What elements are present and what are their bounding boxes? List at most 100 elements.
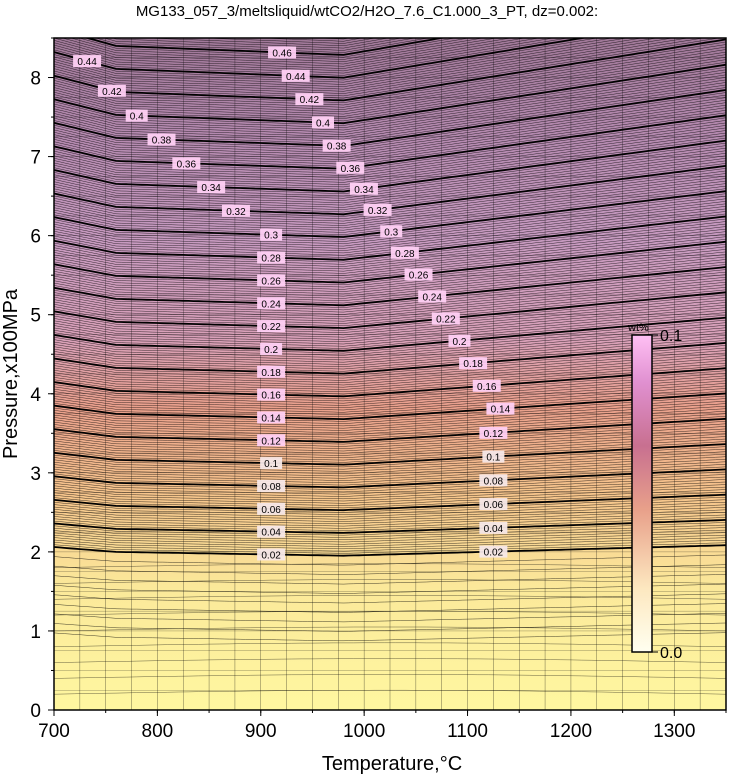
contour-label: 0.3 (260, 228, 283, 242)
svg-text:0.16: 0.16 (261, 391, 281, 402)
contour-label: 0.18 (459, 357, 488, 370)
svg-text:0.46: 0.46 (272, 48, 292, 59)
contour-label: 0.02 (479, 545, 508, 559)
svg-text:0.38: 0.38 (327, 142, 347, 153)
y-axis: 0 1 2 3 4 5 6 7 8 (30, 37, 54, 722)
contour-label: 0.08 (479, 474, 508, 487)
colorbar-scale (631, 334, 653, 653)
svg-text:0.12: 0.12 (484, 429, 504, 440)
contour-label: 0.28 (390, 246, 419, 260)
svg-text:0.16: 0.16 (477, 382, 497, 393)
svg-text:0.4: 0.4 (130, 112, 144, 123)
contour-label: 0.04 (479, 521, 508, 535)
svg-text:0.42: 0.42 (300, 95, 320, 106)
svg-text:0.36: 0.36 (341, 164, 361, 175)
svg-text:0.18: 0.18 (261, 368, 281, 379)
svg-text:0.32: 0.32 (368, 206, 388, 217)
contour-label: 0.24 (257, 297, 286, 310)
svg-text:0.32: 0.32 (226, 207, 246, 218)
x-tick-label: 700 (38, 721, 70, 742)
contour-labels: 0.02 0.02 0.04 0.04 0.06 0.06 0.08 0.08 0.1 0.1 0.… (73, 46, 515, 561)
x-tick-label: 1300 (653, 721, 695, 742)
x-tick-label: 1000 (343, 721, 385, 742)
svg-text:0.14: 0.14 (491, 405, 511, 416)
y-tick-label: 6 (30, 227, 41, 248)
svg-text:0.44: 0.44 (286, 72, 306, 83)
svg-text:0.06: 0.06 (261, 505, 281, 516)
contour-label: 0.2 (448, 334, 471, 348)
svg-text:0.04: 0.04 (484, 524, 504, 535)
x-tick-label: 1100 (447, 721, 488, 742)
chart-title: MG133_057_3/meltsliquid/wtCO2/H2O_7.6_C1… (136, 3, 598, 20)
colorbar-max-label: 0.1 (660, 328, 682, 345)
svg-text:0.06: 0.06 (484, 500, 504, 511)
svg-text:0.22: 0.22 (436, 314, 456, 325)
x-axis-label: Temperature,°C (322, 753, 462, 775)
contour-label: 0.28 (257, 251, 286, 265)
y-tick-label: 7 (30, 148, 41, 169)
svg-text:0.44: 0.44 (77, 57, 97, 68)
contour-label: 0.16 (472, 379, 501, 393)
y-tick-label: 8 (30, 69, 41, 90)
svg-text:0.04: 0.04 (261, 528, 281, 539)
contour-label: 0.14 (257, 411, 286, 424)
contour-label: 0.12 (257, 434, 286, 447)
contour-label: 0.06 (257, 502, 286, 516)
x-tick-label: 900 (245, 721, 277, 742)
svg-text:0.22: 0.22 (261, 322, 281, 333)
y-tick-label: 0 (30, 701, 41, 722)
contour-label: 0.2 (260, 342, 283, 356)
svg-text:0.34: 0.34 (201, 183, 221, 194)
plot-frame (53, 37, 727, 711)
contour-label: 0.36 (336, 161, 365, 175)
svg-text:0.18: 0.18 (463, 359, 483, 370)
contour-label: 0.32 (221, 204, 250, 218)
y-tick-label: 4 (30, 385, 41, 406)
svg-text:0.28: 0.28 (261, 254, 281, 265)
svg-text:0.38: 0.38 (152, 136, 172, 147)
svg-text:0.1: 0.1 (486, 453, 500, 464)
grid-lines (54, 38, 726, 710)
svg-text:0.3: 0.3 (264, 231, 278, 242)
contour-label: 0.38 (322, 139, 351, 153)
svg-text:0.02: 0.02 (261, 550, 281, 561)
contour-label: 0.02 (257, 548, 286, 561)
svg-text:0.12: 0.12 (261, 436, 281, 447)
svg-text:0.3: 0.3 (384, 227, 398, 238)
contour-label: 0.4 (125, 109, 148, 123)
svg-text:0.28: 0.28 (395, 249, 415, 260)
contour-label: 0.34 (197, 181, 226, 194)
svg-text:0.2: 0.2 (453, 337, 467, 348)
contour-label: 0.26 (404, 268, 433, 282)
contour-label: 0.22 (431, 312, 460, 325)
colorbar-min-label: 0.0 (660, 645, 682, 662)
svg-text:0.14: 0.14 (261, 413, 281, 424)
contour-label: 0.4 (312, 116, 335, 129)
contour-label: 0.1 (260, 457, 283, 470)
y-axis-label: Pressure,x100MPa (0, 288, 22, 459)
contour-label: 0.08 (257, 479, 286, 493)
contour-label: 0.26 (257, 274, 286, 287)
contour-label: 0.22 (257, 320, 286, 333)
x-tick-label: 800 (142, 721, 174, 742)
contour-label: 0.38 (147, 133, 176, 147)
svg-text:0.08: 0.08 (261, 482, 281, 493)
svg-text:0.4: 0.4 (316, 118, 330, 129)
contour-label: 0.14 (486, 402, 515, 416)
contour-label: 0.16 (257, 388, 286, 402)
contour-label: 0.34 (349, 182, 378, 196)
svg-text:0.1: 0.1 (264, 459, 278, 470)
contour-label: 0.18 (257, 365, 286, 379)
svg-text:0.26: 0.26 (409, 271, 429, 282)
contour-label: 0.32 (363, 203, 392, 217)
y-tick-label: 2 (30, 543, 41, 564)
contour-label: 0.24 (418, 290, 447, 303)
svg-text:0.08: 0.08 (484, 476, 504, 487)
svg-text:0.24: 0.24 (422, 292, 442, 303)
x-axis: 700 800 900 1000 1100 1200 1300 (38, 710, 727, 742)
y-tick-label: 3 (30, 464, 41, 485)
colorbar-unit: wt% (627, 322, 649, 334)
svg-text:0.36: 0.36 (177, 159, 197, 170)
